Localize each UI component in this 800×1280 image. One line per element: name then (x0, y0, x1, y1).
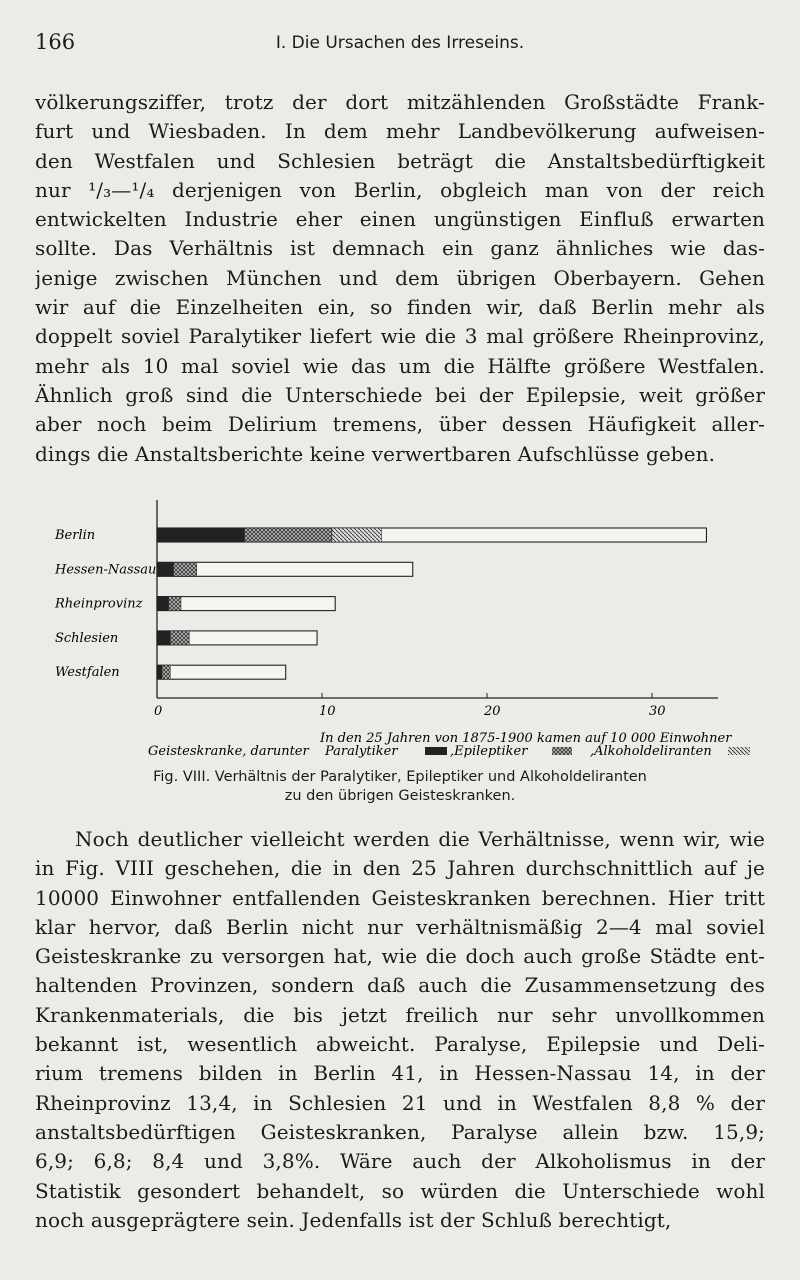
bar-segment-paralytiker (156, 630, 171, 646)
bar-segment-epileptiker (168, 596, 182, 611)
text-line: haltenden Provinzen, sondern daß auch di… (35, 973, 765, 998)
text-line: in Fig. VIII geschehen, die in den 25 Ja… (35, 856, 765, 881)
page-header: 166 I. Die Ursachen des Irreseins. (35, 30, 765, 60)
bar-segment-epileptiker (244, 527, 333, 543)
text-line: den Westfalen und Schlesien beträgt die … (35, 148, 765, 173)
bar-total (156, 596, 336, 612)
text-line: klar hervor, daß Berlin nicht nur verhäl… (35, 914, 765, 939)
bar-segment-paralytiker (156, 527, 245, 543)
bar-segment-epileptiker (161, 664, 171, 680)
text-line: rium tremens bilden in Berlin 41, in Hes… (35, 1061, 765, 1086)
bar-segment-paralytiker (156, 664, 163, 680)
text-line: Geisteskranke zu versorgen hat, wie die … (35, 944, 765, 969)
category-label: Rheinprovinz (54, 597, 143, 612)
x-tick-label: 10 (319, 704, 336, 719)
running-title: I. Die Ursachen des Irreseins. (275, 33, 525, 53)
text-line: dings die Anstaltsberichte keine verwert… (35, 441, 716, 466)
legend-prefix: Geisteskranke, darunter (148, 744, 309, 759)
text-line: furt und Wiesbaden. In dem mehr Landbevö… (35, 119, 765, 144)
text-line: sollte. Das Verhältnis ist demnach ein g… (35, 236, 765, 261)
text-line: entwickelten Industrie eher einen ungüns… (35, 207, 765, 232)
bar-segment-epileptiker (169, 630, 190, 646)
text-line: Krankenmaterials, die bis jetzt freilich… (35, 1002, 765, 1027)
bar-segment-paralytiker (156, 596, 169, 611)
text-line: Statistik gesondert behandelt, so würden… (35, 1178, 765, 1203)
legend-label-epileptiker: ,Epileptiker (450, 744, 528, 759)
legend-swatch-paralytiker (425, 747, 447, 755)
text-line: 6,9; 6,8; 8,4 und 3,8%. Wäre auch der Al… (35, 1149, 765, 1174)
text-line: Rheinprovinz 13,4, in Schlesien 21 und i… (35, 1090, 765, 1115)
bar-segment-epileptiker (173, 562, 197, 577)
text-line: nur ¹/₃—¹/₄ derjenigen von Berlin, obgle… (35, 177, 765, 202)
text-line: jenige zwischen München und dem übrigen … (35, 265, 765, 290)
text-line: aber noch beim Delirium tremens, über de… (35, 412, 765, 437)
text-line: anstaltsbedürftigen Geisteskranken, Para… (35, 1119, 765, 1144)
text-line: Noch deutlicher vielleicht werden die Ve… (75, 827, 765, 851)
legend-swatch-epileptiker (552, 747, 572, 755)
text-line: Ähnlich groß sind die Unterschiede bei d… (35, 382, 765, 407)
legend: Geisteskranke, darunter Paralytiker ,Epi… (148, 744, 750, 759)
bar-segment-paralytiker (156, 562, 174, 577)
text-line: völkerungsziffer, trotz der dort mitzähl… (35, 90, 765, 114)
legend-label-alkoholdeliranten: ,Alkoholdeliranten (590, 744, 712, 759)
x-tick-label: 0 (154, 704, 162, 719)
legend-swatch-alkoholdeliranten (728, 747, 750, 755)
paragraph-2: Noch deutlicher vielleicht werden die Ve… (35, 825, 765, 1235)
category-label: Schlesien (55, 631, 118, 646)
bar-segment-alkoholdeliranten (331, 527, 382, 543)
category-label: Berlin (54, 528, 95, 543)
page-number: 166 (35, 30, 76, 54)
text-line: wir auf die Einzelheiten ein, so finden … (35, 295, 765, 320)
bar-total (156, 664, 287, 680)
x-tick-label: 30 (649, 704, 666, 719)
x-tick-label: 20 (483, 704, 501, 719)
x-axis-label: In den 25 Jahren von 1875-1900 kamen auf… (319, 731, 732, 746)
text-line: noch ausgeprägtere sein. Jedenfalls ist … (35, 1207, 672, 1232)
bar-chart: 0 10 20 30 Berlin Hessen-Nassau Rheinprovinz Sc… (54, 500, 750, 759)
text-line: mehr als 10 mal soviel wie das um die Hä… (35, 353, 765, 378)
figure-caption-line-1: Fig. VIII. Verhältnis der Paralytiker, E… (153, 769, 647, 785)
text-line: doppelt soviel Paralytiker liefert wie d… (35, 324, 765, 349)
legend-label-paralytiker: Paralytiker (324, 744, 398, 759)
paragraph-1: völkerungsziffer, trotz der dort mitzähl… (35, 88, 765, 469)
figure-caption-line-2: zu den übrigen Geisteskranken. (284, 788, 516, 804)
category-label: Westfalen (55, 665, 120, 680)
category-label: Hessen-Nassau (54, 562, 156, 577)
text-line: 10000 Einwohner entfallenden Geisteskran… (35, 885, 765, 910)
text-line: bekannt ist, wesentlich abweicht. Paraly… (35, 1032, 765, 1057)
